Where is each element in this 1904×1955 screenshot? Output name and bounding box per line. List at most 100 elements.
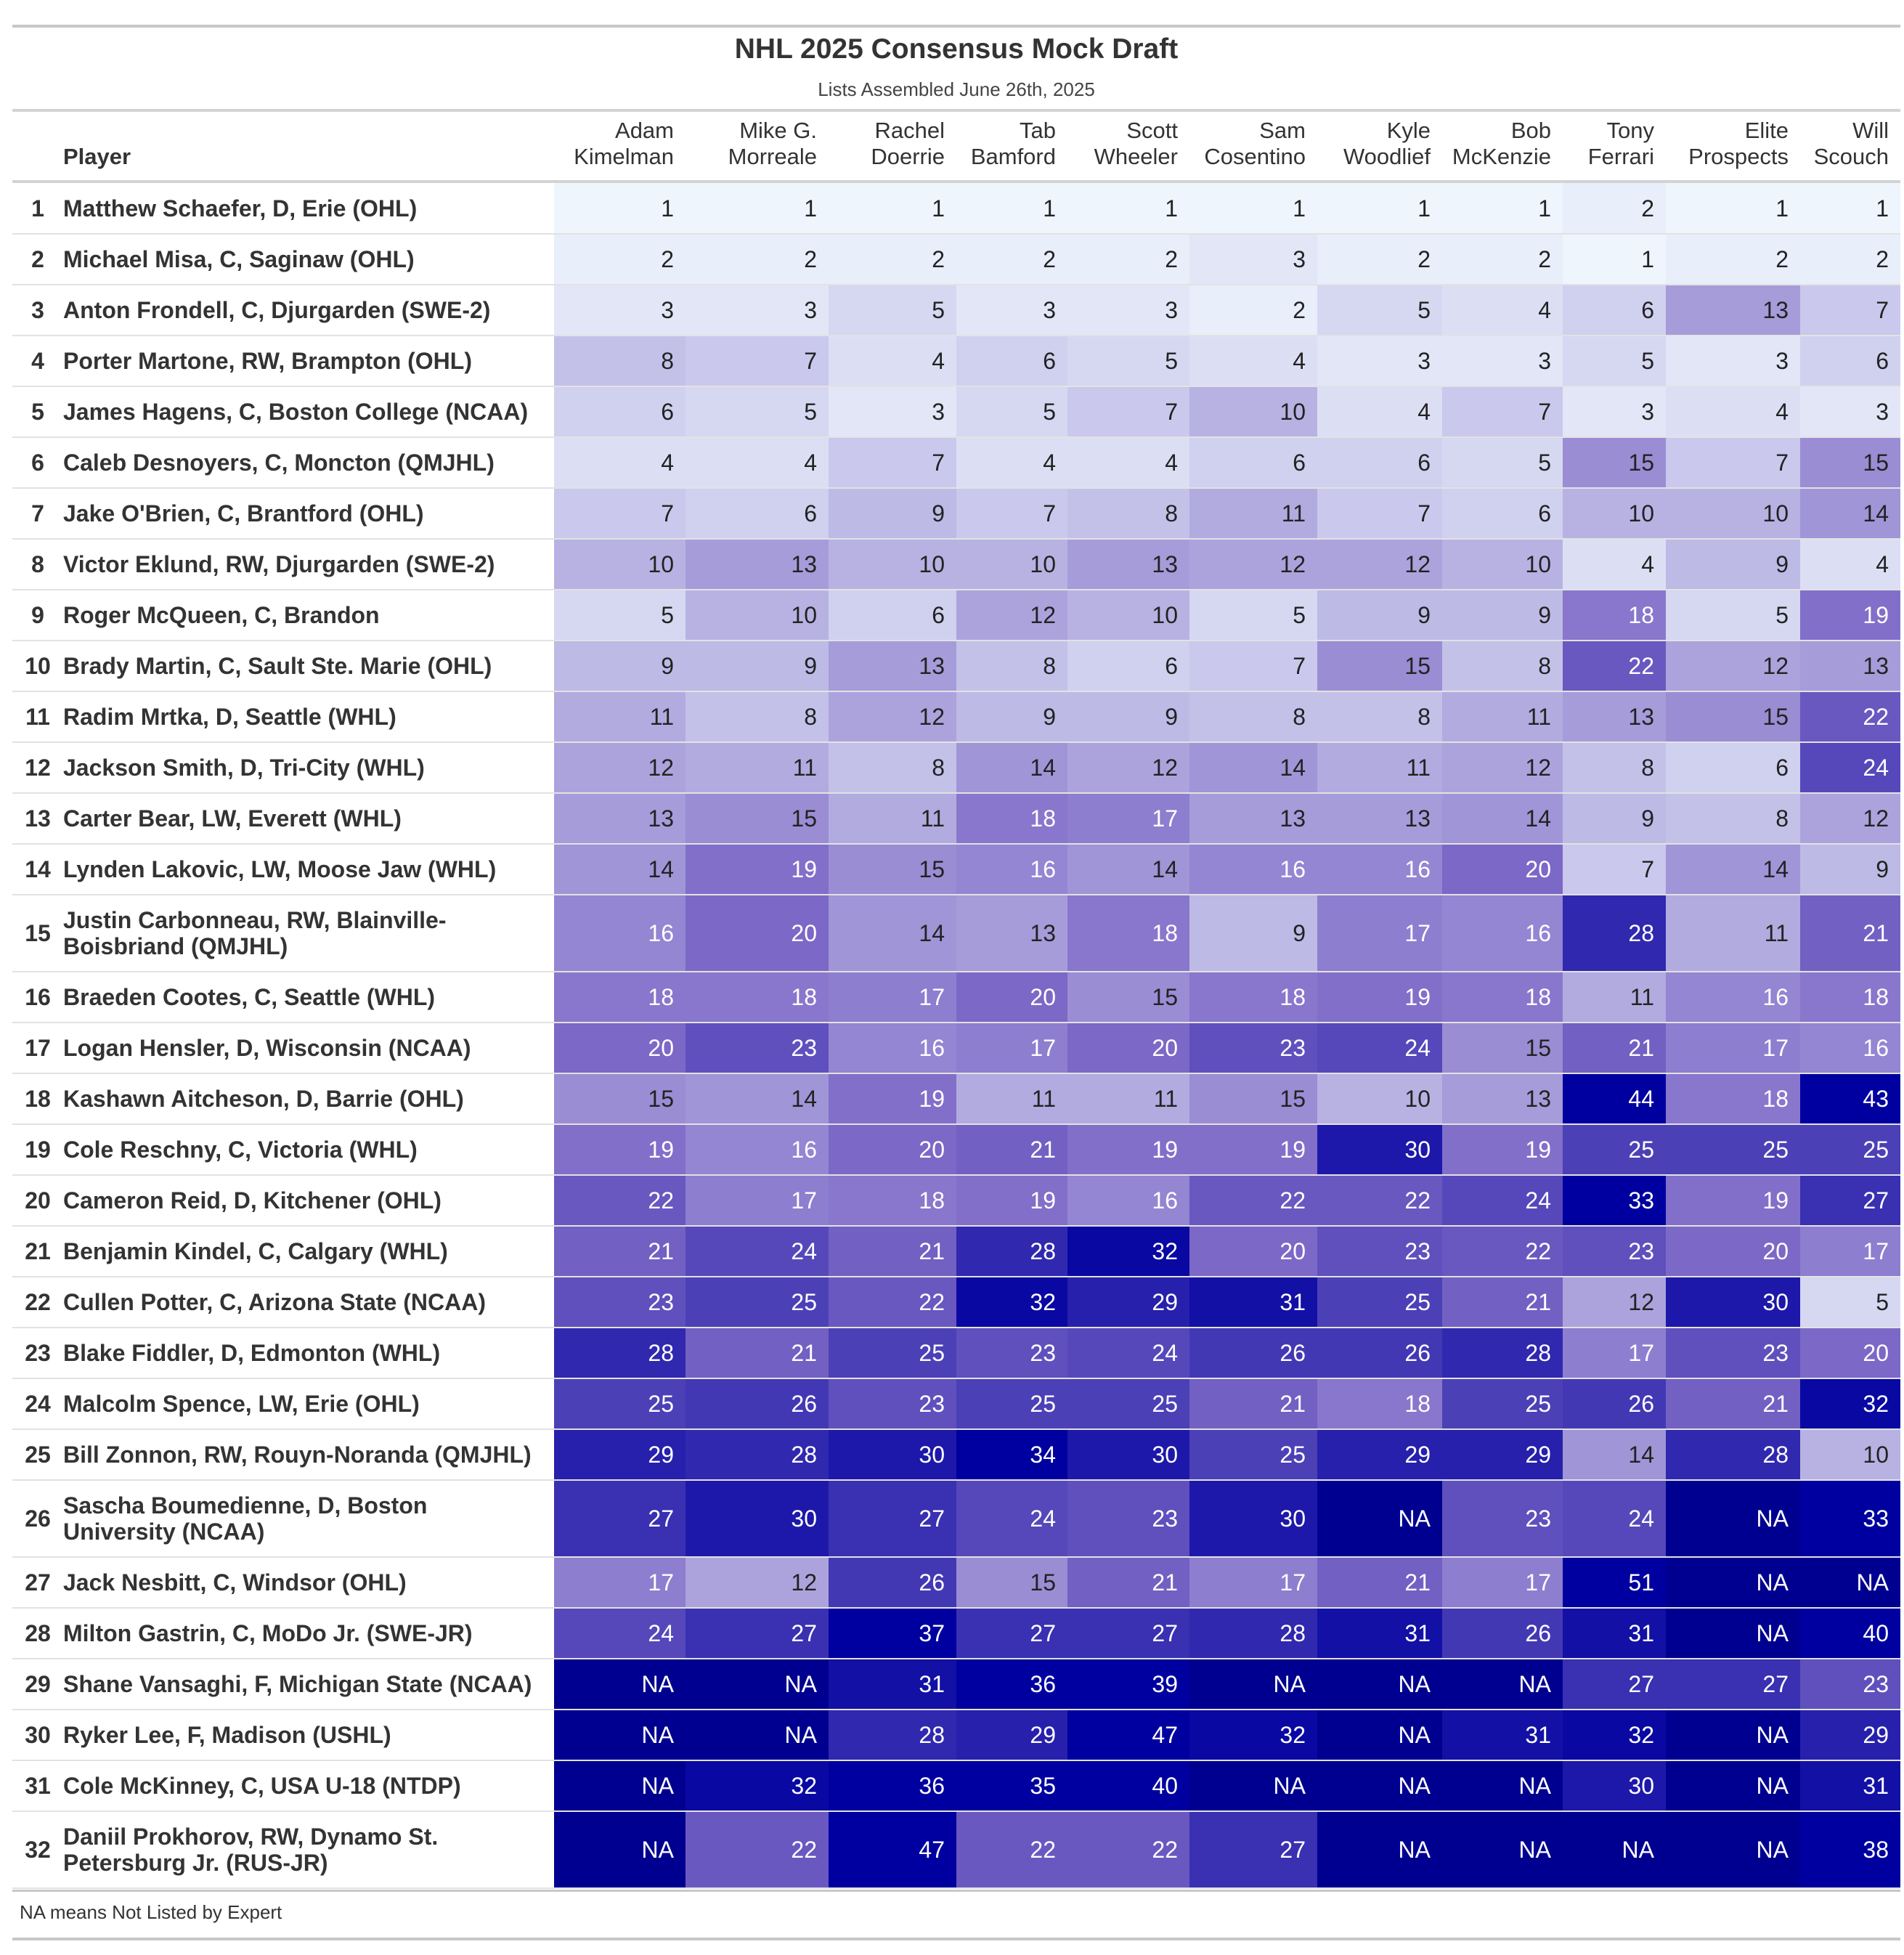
pick-cell: 5 <box>685 386 829 438</box>
rank-cell: 15 <box>12 895 63 972</box>
pick-cell: 40 <box>1800 1608 1900 1659</box>
expert-header-2: Mike G. Morreale <box>728 118 817 170</box>
pick-cell: NA <box>1317 1811 1442 1889</box>
pick-cell: NA <box>1317 1710 1442 1761</box>
player-name-line: University (NCAA) <box>63 1519 265 1545</box>
expert-header-line: Kyle <box>1386 118 1431 143</box>
pick-cell: 2 <box>1067 234 1189 285</box>
player-cell: Logan Hensler, D, Wisconsin (NCAA) <box>63 1023 554 1074</box>
pick-cell: 8 <box>1563 742 1666 794</box>
pick-cell: 22 <box>1067 1811 1189 1889</box>
pick-cell: 24 <box>1800 742 1900 794</box>
player-name-line: Benjamin Kindel, C, Calgary (WHL) <box>63 1238 448 1264</box>
pick-cell: 17 <box>1189 1557 1317 1609</box>
pick-cell: 19 <box>1666 1175 1800 1227</box>
pick-cell: 18 <box>1800 972 1900 1023</box>
pick-cell: 23 <box>1800 1659 1900 1710</box>
player-name-line: Caleb Desnoyers, C, Moncton (QMJHL) <box>63 450 495 476</box>
pick-cell: 18 <box>685 972 829 1023</box>
pick-cell: 18 <box>1666 1073 1800 1125</box>
pick-cell: 15 <box>829 844 956 895</box>
pick-cell: 4 <box>1189 336 1317 387</box>
table-row: 18 Kashawn Aitcheson, D, Barrie (OHL) 15 14… <box>12 1073 1900 1125</box>
pick-cell: 13 <box>1189 793 1317 845</box>
pick-cell: 2 <box>685 234 829 285</box>
pick-cell: NA <box>685 1710 829 1761</box>
pick-cell: 12 <box>829 691 956 743</box>
pick-cell: 15 <box>554 1073 685 1125</box>
pick-cell: NA <box>1666 1710 1800 1761</box>
rank-cell: 13 <box>12 793 63 845</box>
pick-cell: 24 <box>554 1608 685 1659</box>
player-cell: Cullen Potter, C, Arizona State (NCAA) <box>63 1277 554 1328</box>
pick-cell: 33 <box>1563 1175 1666 1227</box>
pick-cell: 5 <box>1800 1277 1900 1328</box>
pick-cell: 13 <box>1067 539 1189 590</box>
rank-cell: 29 <box>12 1659 63 1710</box>
pick-cell: 19 <box>1317 972 1442 1023</box>
pick-cell: 9 <box>1189 895 1317 972</box>
pick-cell: 2 <box>1442 234 1563 285</box>
table-row: 19 Cole Reschny, C, Victoria (WHL) 19 16 20 2… <box>12 1124 1900 1176</box>
table-row: 6 Caleb Desnoyers, C, Moncton (QMJHL) 4 4 7 4… <box>12 437 1900 489</box>
pick-cell: NA <box>554 1659 685 1710</box>
pick-cell: 20 <box>554 1023 685 1074</box>
player-name-line: Cameron Reid, D, Kitchener (OHL) <box>63 1187 442 1214</box>
pick-cell: 1 <box>829 183 956 235</box>
table-row: 31 Cole McKinney, C, USA U-18 (NTDP) NA 32 3… <box>12 1760 1900 1812</box>
pick-cell: 22 <box>829 1277 956 1328</box>
pick-cell: 21 <box>1067 1557 1189 1609</box>
player-name-line: Jackson Smith, D, Tri-City (WHL) <box>63 755 425 781</box>
pick-cell: 3 <box>1317 336 1442 387</box>
pick-cell: 14 <box>1666 844 1800 895</box>
top-rule <box>12 25 1900 28</box>
expert-header-4: Tab Bamford <box>971 118 1056 170</box>
player-name-line: Daniil Prokhorov, RW, Dynamo St. <box>63 1824 439 1850</box>
player-cell: Sascha Boumedienne, D, Boston University … <box>63 1480 554 1558</box>
expert-header-line: Bob <box>1510 118 1551 143</box>
pick-cell: 12 <box>554 742 685 794</box>
pick-cell: 3 <box>956 285 1067 336</box>
table-row: 11 Radim Mrtka, D, Seattle (WHL) 11 8 12 9 9 8 8… <box>12 691 1900 743</box>
pick-cell: 6 <box>1666 742 1800 794</box>
pick-cell: NA <box>1317 1760 1442 1812</box>
draft-grid: 1 Matthew Schaefer, D, Erie (OHL) 1 1 1 1 1 1 1 1… <box>12 183 1900 1889</box>
expert-header-line: Wheeler <box>1094 144 1178 169</box>
expert-header-line: Rachel <box>874 118 945 143</box>
pick-cell: 5 <box>1067 336 1189 387</box>
pick-cell: 16 <box>956 844 1067 895</box>
rank-cell: 12 <box>12 742 63 794</box>
table-row: 30 Ryker Lee, F, Madison (USHL) NA NA 28 29 47… <box>12 1710 1900 1761</box>
pick-cell: 11 <box>1067 1073 1189 1125</box>
pick-cell: 24 <box>956 1480 1067 1558</box>
pick-cell: 15 <box>1189 1073 1317 1125</box>
pick-cell: 26 <box>1563 1378 1666 1430</box>
pick-cell: 19 <box>1442 1124 1563 1176</box>
pick-cell: NA <box>554 1710 685 1761</box>
pick-cell: 12 <box>1666 641 1800 692</box>
table-row: 17 Logan Hensler, D, Wisconsin (NCAA) 20 23… <box>12 1023 1900 1074</box>
pick-cell: 28 <box>829 1710 956 1761</box>
pick-cell: 4 <box>829 336 956 387</box>
pick-cell: 25 <box>1189 1429 1317 1481</box>
pick-cell: 31 <box>1563 1608 1666 1659</box>
expert-header-line: Mike G. <box>739 118 817 143</box>
rank-cell: 5 <box>12 386 63 438</box>
pick-cell: 1 <box>554 183 685 235</box>
expert-header-line: Scott <box>1126 118 1178 143</box>
player-name-line: Anton Frondell, C, Djurgarden (SWE-2) <box>63 297 491 323</box>
player-cell: Roger McQueen, C, Brandon <box>63 590 554 641</box>
rank-cell: 26 <box>12 1480 63 1558</box>
player-cell: Caleb Desnoyers, C, Moncton (QMJHL) <box>63 437 554 489</box>
expert-header-line: Elite <box>1744 118 1789 143</box>
table-row: 24 Malcolm Spence, LW, Erie (OHL) 25 26 23 25… <box>12 1378 1900 1430</box>
pick-cell: 1 <box>1317 183 1442 235</box>
player-name-line: Justin Carbonneau, RW, Blainville- <box>63 907 447 933</box>
pick-cell: 29 <box>1800 1710 1900 1761</box>
pick-cell: 22 <box>1800 691 1900 743</box>
pick-cell: NA <box>1442 1659 1563 1710</box>
pick-cell: 11 <box>1666 895 1800 972</box>
table-row: 22 Cullen Potter, C, Arizona State (NCAA)… <box>12 1277 1900 1328</box>
pick-cell: 12 <box>1067 742 1189 794</box>
pick-cell: 21 <box>1189 1378 1317 1430</box>
